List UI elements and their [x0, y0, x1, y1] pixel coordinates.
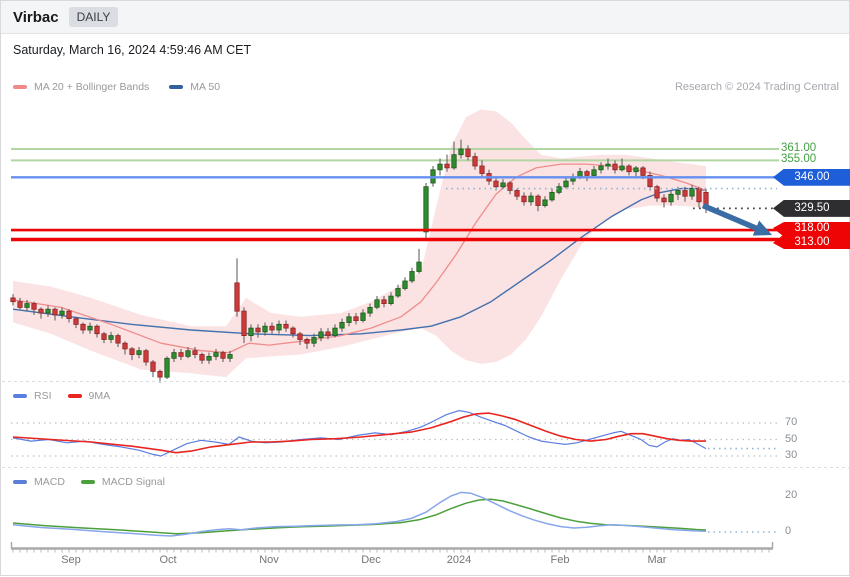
price-tag-pivot: 346.00: [773, 168, 850, 186]
support-price-label: 313.00: [794, 235, 830, 248]
symbol-title: Virbac: [13, 8, 59, 26]
price-tag-support: 318.00 313.00: [773, 222, 850, 249]
chart-header: Virbac DAILY: [1, 1, 849, 34]
legend-item-ma20-bollinger: MA 20 + Bollinger Bands: [13, 81, 149, 93]
price-tag-last: 329.50: [773, 199, 850, 217]
rsi-tick-label: 50: [785, 432, 798, 445]
macd-signal-legend-label: MACD Signal: [101, 476, 165, 488]
rsi-tick-label: 70: [785, 416, 798, 428]
rsi-panel-legend: RSI 9MA: [13, 390, 110, 402]
macd-swatch: [13, 480, 27, 484]
ma50-swatch: [169, 85, 184, 89]
rsi-9ma-swatch: [67, 394, 82, 398]
rsi-legend-label: RSI: [34, 390, 52, 402]
ma50-legend-label: MA 50: [190, 81, 221, 93]
rsi-tick-label: 30: [785, 449, 798, 461]
x-axis-label: Oct: [159, 554, 177, 566]
x-axis-label: Sep: [61, 554, 81, 566]
legend-item-rsi: RSI: [13, 390, 52, 402]
macd-panel-legend: MACD MACD Signal: [13, 476, 165, 488]
chart-timestamp: Saturday, March 16, 2024 4:59:46 AM CET: [13, 43, 252, 57]
timeframe-badge: DAILY: [68, 7, 119, 27]
x-axis-label: Mar: [647, 554, 667, 566]
macd-legend-label: MACD: [34, 476, 65, 488]
legend-item-macd: MACD: [13, 476, 65, 488]
legend-item-9ma: 9MA: [67, 390, 111, 402]
x-axis-label: Dec: [361, 554, 381, 566]
ma20-swatch: [13, 85, 27, 89]
macd-signal-swatch: [80, 480, 95, 484]
x-axis-label: Nov: [259, 554, 279, 566]
legend-item-macd-signal: MACD Signal: [80, 476, 165, 488]
macd-tick-label: 0: [785, 525, 792, 537]
support-price-label: 318.00: [794, 222, 830, 234]
price-level-label: 361.00: [781, 142, 817, 155]
price-level-label: 355.00: [781, 153, 817, 166]
copyright-note: Research © 2024 Trading Central: [674, 81, 839, 93]
rsi-swatch: [13, 394, 27, 398]
x-axis-label: 2024: [446, 554, 472, 566]
macd-tick-label: 20: [785, 489, 798, 501]
ma20-legend-label: MA 20 + Bollinger Bands: [34, 81, 150, 93]
price-panel-legend: MA 20 + Bollinger Bands MA 50: [13, 81, 220, 93]
legend-item-ma50: MA 50: [169, 81, 220, 93]
rsi-9ma-legend-label: 9MA: [88, 390, 111, 402]
x-axis-label: Feb: [550, 554, 570, 566]
